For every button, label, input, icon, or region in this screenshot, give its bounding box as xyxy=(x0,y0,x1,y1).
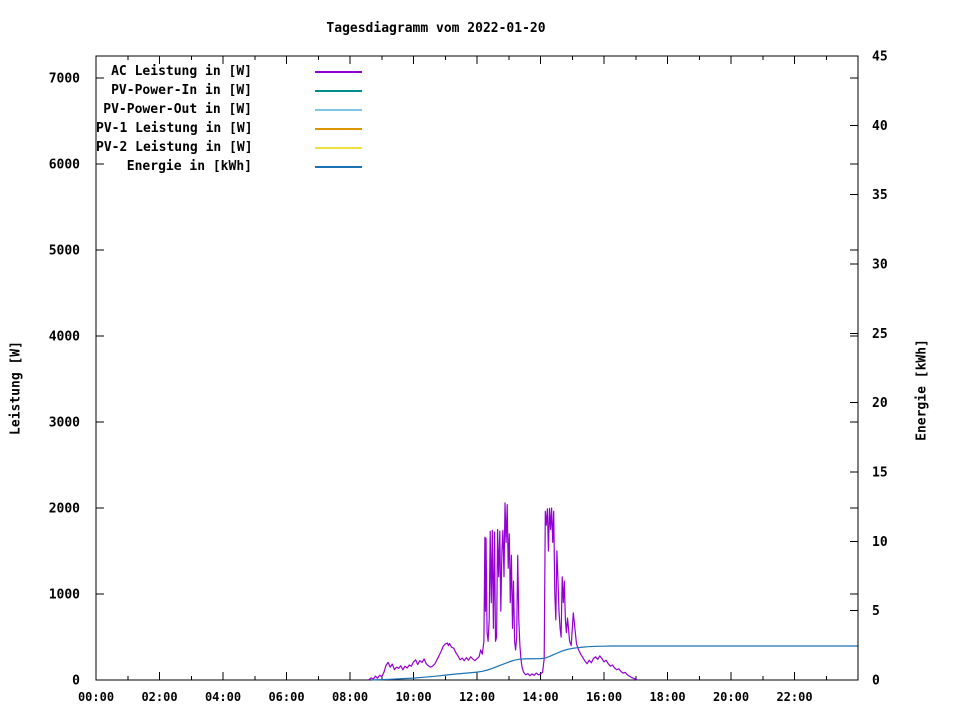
legend-row-ac-leistung: AC Leistung in [W] xyxy=(96,62,362,81)
legend-row-pv-power-out: PV-Power-Out in [W] xyxy=(96,100,362,119)
legend-line-swatch xyxy=(315,108,362,111)
x-tick-label: 18:00 xyxy=(649,690,685,704)
legend-line-swatch xyxy=(315,146,362,149)
x-tick-label: 02:00 xyxy=(141,690,177,704)
x-tick-label: 12:00 xyxy=(459,690,495,704)
y1-tick-label: 5000 xyxy=(49,244,80,259)
legend-row-energie: Energie in [kWh] xyxy=(96,157,362,176)
x-tick-label: 10:00 xyxy=(395,690,431,704)
x-tick-label: 06:00 xyxy=(268,690,304,704)
legend-line-swatch xyxy=(315,89,362,92)
legend-line-swatch xyxy=(315,165,362,168)
y1-tick-label: 1000 xyxy=(49,588,80,603)
y2-tick-label: 25 xyxy=(872,327,888,342)
y2-tick-label: 0 xyxy=(872,674,880,689)
y2-tick-label: 5 xyxy=(872,604,880,619)
x-tick-label: 00:00 xyxy=(78,690,114,704)
legend-row-pv-power-in: PV-Power-In in [W] xyxy=(96,81,362,100)
legend-row-pv1-leistung: PV-1 Leistung in [W] xyxy=(96,119,362,138)
legend: AC Leistung in [W] PV-Power-In in [W] PV… xyxy=(96,62,362,176)
x-tick-label: 14:00 xyxy=(522,690,558,704)
y2-tick-label: 40 xyxy=(872,119,888,134)
y2-tick-label: 45 xyxy=(872,50,888,65)
y2-tick-label: 15 xyxy=(872,466,888,481)
legend-label: PV-Power-In in [W] xyxy=(111,83,252,98)
y2-tick-label: 30 xyxy=(872,258,888,273)
legend-label: PV-Power-Out in [W] xyxy=(103,102,252,117)
legend-row-pv2-leistung: PV-2 Leistung in [W] xyxy=(96,138,362,157)
series-line-energie-in-kwh- xyxy=(371,645,858,681)
chart-title: Tagesdiagramm vom 2022-01-20 xyxy=(326,21,546,36)
x-tick-label: 04:00 xyxy=(205,690,241,704)
y1-tick-label: 6000 xyxy=(49,158,80,173)
x-tick-label: 08:00 xyxy=(332,690,368,704)
x-tick-label: 20:00 xyxy=(713,690,749,704)
legend-label: PV-2 Leistung in [W] xyxy=(96,140,253,155)
y1-tick-label: 3000 xyxy=(49,416,80,431)
legend-line-swatch xyxy=(315,70,362,73)
y2-tick-label: 10 xyxy=(872,535,888,550)
y1-tick-label: 2000 xyxy=(49,502,80,517)
y1-tick-label: 4000 xyxy=(49,330,80,345)
legend-label: AC Leistung in [W] xyxy=(111,64,252,79)
y2-tick-label: 35 xyxy=(872,188,888,203)
y2-tick-label: 20 xyxy=(872,396,888,411)
series-line-ac-leistung-in-w- xyxy=(368,502,639,681)
legend-label: PV-1 Leistung in [W] xyxy=(96,121,253,136)
legend-line-swatch xyxy=(315,127,362,130)
y1-tick-label: 0 xyxy=(72,674,80,689)
y1-tick-label: 7000 xyxy=(49,72,80,87)
legend-label: Energie in [kWh] xyxy=(126,159,252,174)
x-tick-label: 16:00 xyxy=(586,690,622,704)
x-tick-label: 22:00 xyxy=(776,690,812,704)
